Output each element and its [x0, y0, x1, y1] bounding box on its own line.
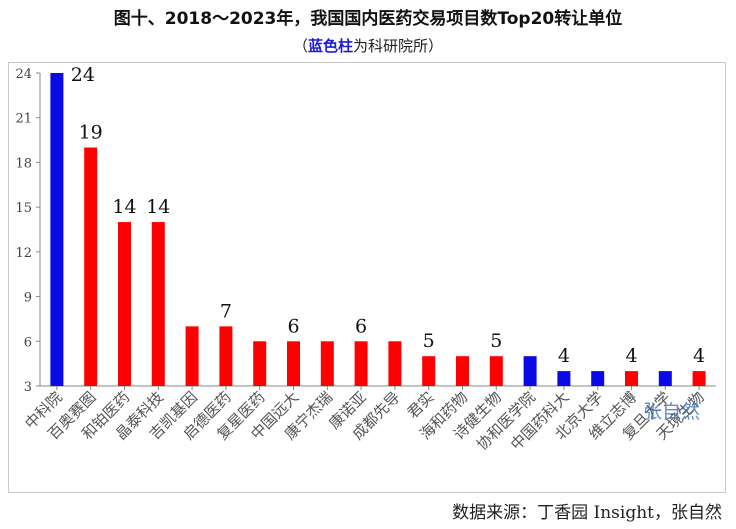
bar — [185, 326, 199, 386]
bar — [456, 356, 469, 386]
data-label: 5 — [490, 330, 502, 352]
subtitle-prefix: （ — [292, 37, 308, 55]
y-tick-label: 9 — [24, 291, 32, 306]
bar — [354, 341, 368, 386]
data-label: 4 — [558, 345, 570, 367]
data-label: 7 — [220, 300, 232, 322]
bar — [523, 356, 537, 386]
bar — [692, 371, 706, 386]
subtitle-highlight: 蓝色柱 — [307, 37, 353, 55]
bar — [489, 356, 503, 386]
y-tick-label: 21 — [15, 112, 32, 127]
bar — [388, 341, 402, 386]
bar — [658, 371, 672, 386]
subtitle-suffix: 为科研院所） — [353, 37, 444, 55]
source-note: 数据来源：丁香园 Insight，张自然 — [452, 503, 722, 523]
bar — [253, 341, 267, 386]
data-label: 19 — [79, 122, 103, 144]
chart-subtitle: （蓝色柱为科研院所） — [0, 35, 736, 56]
y-tick-label: 3 — [24, 380, 32, 395]
data-label: 14 — [146, 196, 170, 218]
y-tick-label: 18 — [15, 156, 32, 171]
bar — [151, 222, 165, 386]
y-tick-label: 12 — [15, 246, 32, 261]
data-label: 6 — [355, 315, 367, 337]
bar — [422, 356, 436, 386]
y-tick-label: 15 — [15, 201, 32, 216]
bar — [320, 341, 334, 386]
data-label: 14 — [112, 196, 136, 218]
data-label: 4 — [693, 345, 705, 367]
y-tick-label: 6 — [24, 335, 32, 350]
bar — [219, 326, 233, 386]
bar — [625, 371, 638, 386]
bar — [591, 371, 605, 386]
data-label: 6 — [287, 315, 299, 337]
chart-title: 图十、2018～2023年，我国国内医药交易项目数Top20转让单位 — [113, 9, 623, 29]
data-label: 4 — [625, 345, 637, 367]
data-label: 5 — [423, 330, 435, 352]
watermark-text: 张自然 — [643, 401, 700, 423]
bar — [118, 222, 131, 386]
data-label: 24 — [71, 64, 95, 86]
bar — [287, 341, 300, 386]
bar — [84, 147, 98, 386]
bar — [557, 371, 571, 386]
chart-frame — [8, 62, 726, 493]
bar — [50, 73, 64, 386]
y-tick-label: 24 — [15, 67, 32, 82]
